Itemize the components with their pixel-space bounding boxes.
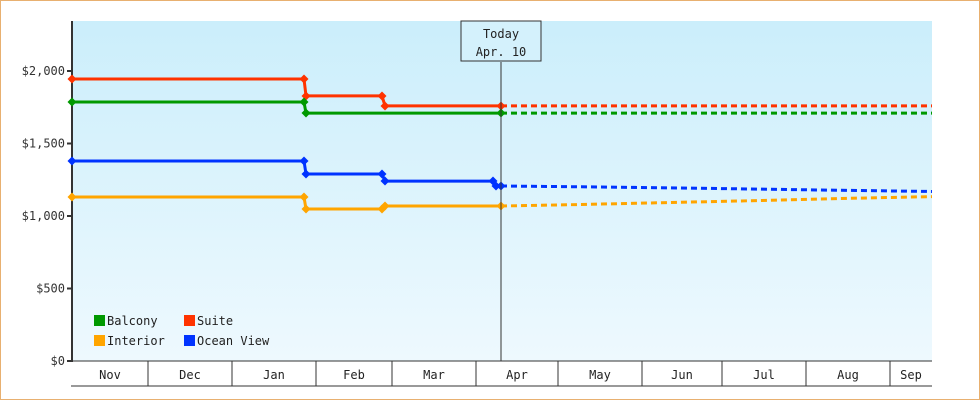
- x-month-label: Sep: [900, 368, 922, 382]
- legend-label: Balcony: [107, 314, 158, 328]
- data-point-marker[interactable]: [491, 181, 501, 191]
- x-month-label: Aug: [837, 368, 859, 382]
- legend-item-suite[interactable]: Suite: [184, 314, 233, 328]
- x-month-label: Feb: [343, 368, 365, 382]
- y-tick-label: $1,000: [22, 209, 65, 223]
- history-line: [72, 100, 501, 115]
- forecast-line: [500, 195, 933, 208]
- legend-swatch: [184, 315, 195, 326]
- x-month-label: Nov: [99, 368, 121, 382]
- data-point-marker[interactable]: [301, 108, 311, 118]
- data-point-marker[interactable]: [377, 169, 387, 179]
- history-line: [72, 77, 501, 108]
- today-marker: Today Apr. 10: [460, 20, 542, 361]
- legend: Balcony Suite Interior Ocean View: [94, 314, 270, 348]
- today-label-box: [460, 20, 542, 62]
- x-month-label: Apr: [506, 368, 528, 382]
- series-ocean-view: [67, 156, 933, 193]
- y-tick-label: $2,000: [22, 64, 65, 78]
- data-point-marker[interactable]: [299, 97, 309, 107]
- data-point-marker[interactable]: [67, 156, 77, 166]
- data-point-marker[interactable]: [377, 91, 387, 101]
- x-month-label: May: [589, 368, 611, 382]
- data-point-marker[interactable]: [67, 97, 77, 107]
- history-line: [72, 195, 501, 211]
- x-month-label: Jun: [671, 368, 693, 382]
- forecast-line: [500, 184, 933, 193]
- legend-swatch: [94, 315, 105, 326]
- y-tick-label: $1,500: [22, 137, 65, 151]
- data-point-marker[interactable]: [301, 169, 311, 179]
- legend-item-interior[interactable]: Interior: [94, 334, 165, 348]
- legend-item-ocean-view[interactable]: Ocean View: [184, 334, 270, 348]
- legend-item-balcony[interactable]: Balcony: [94, 314, 158, 328]
- legend-swatch: [94, 335, 105, 346]
- series-balcony: [67, 97, 932, 118]
- data-point-marker[interactable]: [299, 192, 309, 202]
- data-point-marker[interactable]: [380, 201, 390, 211]
- x-month-label: Jul: [753, 368, 775, 382]
- data-point-marker[interactable]: [380, 176, 390, 186]
- series-interior: [67, 192, 933, 214]
- y-axis: $0 $500 $1,000 $1,500 $2,000: [22, 21, 73, 368]
- x-month-label: Jan: [263, 368, 285, 382]
- legend-label: Interior: [107, 334, 165, 348]
- data-point-marker[interactable]: [299, 156, 309, 166]
- legend-swatch: [184, 335, 195, 346]
- legend-label: Suite: [197, 314, 233, 328]
- x-month-label: Dec: [179, 368, 201, 382]
- data-point-marker[interactable]: [67, 192, 77, 202]
- data-point-marker[interactable]: [301, 204, 311, 214]
- series-suite: [67, 74, 932, 111]
- data-point-marker[interactable]: [380, 101, 390, 111]
- y-tick-label: $0: [51, 354, 65, 368]
- today-label: Today: [483, 27, 519, 41]
- data-point-marker[interactable]: [299, 74, 309, 84]
- legend-label: Ocean View: [197, 334, 270, 348]
- series-layer: [67, 74, 933, 214]
- today-date: Apr. 10: [476, 45, 527, 59]
- y-tick-label: $500: [36, 282, 65, 296]
- x-month-label: Mar: [423, 368, 445, 382]
- data-point-marker[interactable]: [67, 74, 77, 84]
- x-axis: Nov Dec Jan Feb Mar Apr May Jun Jul Aug Sep: [71, 360, 932, 387]
